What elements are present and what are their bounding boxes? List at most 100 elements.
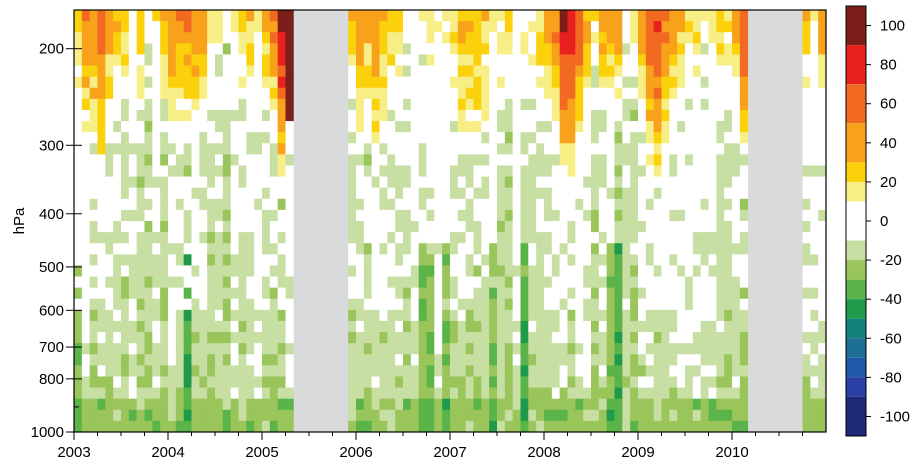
heatmap-cell: [89, 209, 98, 222]
heatmap-cell: [622, 176, 631, 189]
heatmap-cell: [395, 343, 404, 355]
heatmap-cell: [105, 176, 114, 189]
heatmap-cell: [685, 276, 694, 289]
heatmap-cell: [802, 320, 811, 333]
heatmap-cell: [238, 54, 247, 66]
heatmap-cell: [371, 254, 380, 266]
heatmap-cell: [199, 109, 208, 122]
heatmap-cell: [121, 176, 130, 189]
heatmap-cell: [457, 343, 467, 355]
heatmap-cell: [89, 343, 98, 355]
heatmap-cell: [559, 121, 568, 133]
heatmap-cell: [708, 65, 717, 78]
heatmap-cell: [457, 98, 467, 111]
heatmap-cell: [638, 76, 647, 89]
heatmap-cell: [457, 243, 467, 255]
heatmap-cell: [215, 298, 224, 311]
heatmap-cell: [191, 287, 200, 300]
heatmap-cell: [818, 143, 827, 155]
heatmap-cell: [551, 87, 561, 100]
heatmap-cell: [583, 320, 592, 333]
heatmap-cell: [575, 98, 584, 111]
heatmap-cell: [598, 65, 608, 78]
x-tick-label: 2003: [57, 444, 90, 461]
heatmap-cell: [450, 10, 459, 22]
heatmap-cell: [356, 21, 365, 33]
heatmap-cell: [418, 209, 427, 222]
heatmap-cell: [387, 287, 396, 300]
heatmap-cell: [630, 109, 639, 122]
heatmap-cell: [708, 265, 717, 277]
heatmap-cell: [97, 54, 106, 66]
heatmap-cell: [614, 65, 623, 78]
heatmap-cell: [692, 198, 702, 211]
heatmap-cell: [105, 354, 114, 366]
heatmap-cell: [465, 343, 474, 355]
heatmap-cell: [567, 154, 576, 166]
heatmap-cell: [473, 276, 482, 289]
heatmap-cell: [136, 332, 145, 344]
heatmap-cell: [512, 76, 521, 89]
heatmap-cell: [481, 287, 490, 300]
heatmap-cell: [724, 276, 733, 289]
heatmap-cell: [371, 221, 380, 233]
heatmap-cell: [450, 87, 459, 100]
heatmap-cell: [207, 232, 216, 244]
heatmap-cell: [128, 21, 138, 33]
heatmap-cell: [481, 243, 490, 255]
heatmap-cell: [481, 154, 490, 166]
heatmap-cell: [230, 87, 239, 100]
heatmap-cell: [356, 187, 365, 200]
heatmap-cell: [700, 287, 709, 300]
heatmap-cell: [653, 221, 662, 233]
heatmap-cell: [230, 276, 239, 289]
heatmap-cell: [818, 365, 827, 377]
heatmap-cell: [567, 21, 576, 33]
heatmap-cell: [285, 309, 294, 322]
heatmap-cell: [152, 320, 161, 333]
heatmap-cell: [669, 109, 678, 122]
heatmap-cell: [732, 98, 741, 111]
heatmap-cell: [426, 376, 435, 388]
heatmap-cell: [395, 320, 404, 333]
heatmap-cell: [426, 187, 435, 200]
heatmap-cell: [732, 176, 741, 189]
heatmap-cell: [544, 132, 553, 144]
heatmap-cell: [160, 365, 169, 377]
heatmap-cell: [614, 87, 623, 100]
heatmap-cell: [81, 109, 91, 122]
heatmap-cell: [97, 254, 106, 266]
heatmap-cell: [481, 398, 490, 411]
heatmap-cell: [426, 332, 435, 344]
heatmap-cell: [512, 221, 521, 233]
heatmap-cell: [152, 309, 161, 322]
heatmap-cell: [591, 10, 600, 22]
heatmap-cell: [598, 176, 608, 189]
heatmap-cell: [457, 43, 467, 55]
heatmap-cell: [551, 21, 561, 33]
heatmap-cell: [403, 254, 412, 266]
heatmap-cell: [269, 132, 279, 144]
heatmap-cell: [591, 398, 600, 411]
heatmap-cell: [191, 87, 200, 100]
heatmap-cell: [536, 309, 545, 322]
heatmap-cell: [575, 398, 584, 411]
heatmap-cell: [638, 143, 647, 155]
heatmap-cell: [207, 409, 216, 422]
heatmap-cell: [105, 343, 114, 355]
heatmap-cell: [191, 65, 200, 78]
heatmap-cell: [700, 332, 709, 344]
heatmap-cell: [363, 376, 373, 388]
heatmap-cell: [497, 221, 506, 233]
heatmap-cell: [285, 176, 294, 189]
heatmap-cell: [653, 387, 662, 400]
heatmap-cell: [285, 243, 294, 255]
heatmap-cell: [418, 10, 427, 22]
heatmap-cell: [434, 21, 443, 33]
heatmap-cell: [128, 154, 138, 166]
heatmap-cell: [536, 232, 545, 244]
heatmap-cell: [598, 265, 608, 277]
heatmap-cell: [175, 276, 185, 289]
heatmap-cell: [175, 309, 185, 322]
heatmap-cell: [653, 343, 662, 355]
